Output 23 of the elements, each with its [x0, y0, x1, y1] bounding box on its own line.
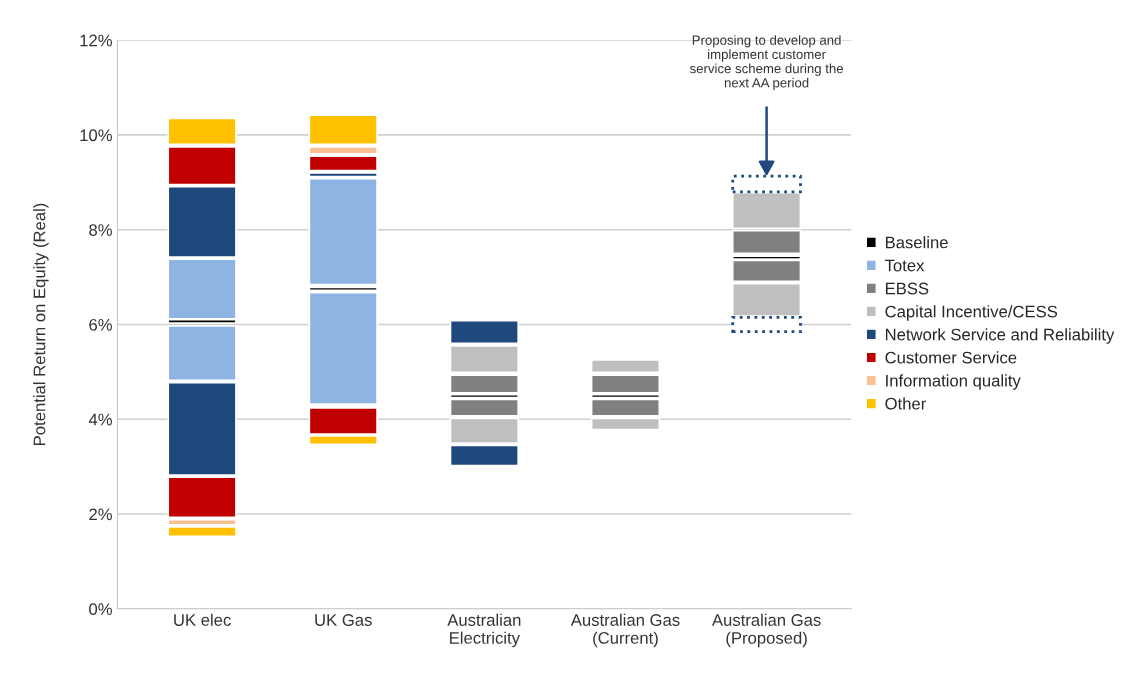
annotation: Proposing to develop and implement customer service scheme during the next AA period: [689, 35, 844, 91]
legend-label: Customer Service: [885, 351, 1017, 364]
bar: [308, 291, 378, 405]
x-tick-label: Australian Electricity: [447, 613, 521, 648]
y-tick-label: 2%: [89, 508, 112, 521]
x-tick-label: UK elec: [174, 613, 231, 626]
legend-label: Baseline: [885, 236, 948, 249]
y-tick-label: 4%: [88, 413, 112, 426]
legend-label: Totex: [884, 259, 925, 272]
x-tick-label: Australian Gas (Current): [570, 613, 680, 648]
y-tick-label: 6%: [89, 318, 112, 331]
legend-label: Network Service and Reliability: [885, 328, 1115, 344]
x-tick-label: UK Gas: [315, 614, 372, 626]
legend-label: Other: [885, 397, 927, 410]
legend-label: EBSS: [885, 282, 929, 295]
legend-label: Capital Incentive/CESS: [885, 305, 1058, 321]
y-axis-title: Potential Return on Equity (Real): [33, 203, 49, 445]
y-tick-label: 10%: [80, 129, 112, 142]
y-tick-label: 8%: [89, 224, 112, 236]
y-tick-label: 0%: [89, 603, 112, 616]
y-tick-label: 12%: [80, 34, 112, 47]
x-tick-label: Australian Gas (Proposed): [711, 613, 821, 648]
legend-label: Information quality: [886, 374, 1021, 390]
